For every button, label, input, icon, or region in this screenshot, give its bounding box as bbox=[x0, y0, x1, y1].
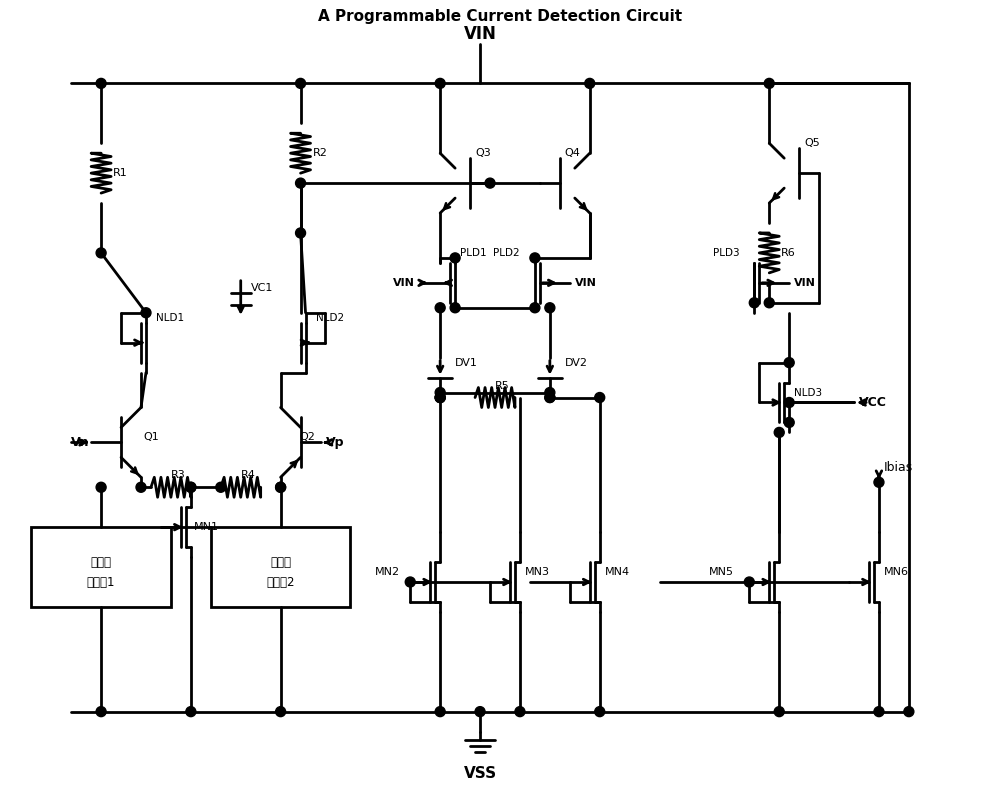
Circle shape bbox=[784, 357, 794, 368]
Text: NLD3: NLD3 bbox=[794, 387, 822, 398]
Circle shape bbox=[276, 482, 286, 492]
Circle shape bbox=[585, 78, 595, 89]
Text: R6: R6 bbox=[781, 248, 796, 258]
Text: MN3: MN3 bbox=[525, 567, 550, 577]
Circle shape bbox=[186, 482, 196, 492]
Circle shape bbox=[475, 707, 485, 716]
Text: MN2: MN2 bbox=[375, 567, 400, 577]
Text: VC1: VC1 bbox=[251, 283, 273, 293]
Text: VIN: VIN bbox=[575, 278, 597, 288]
Circle shape bbox=[216, 482, 226, 492]
Circle shape bbox=[774, 427, 784, 437]
FancyBboxPatch shape bbox=[211, 527, 350, 607]
Text: R5: R5 bbox=[495, 381, 510, 390]
Text: Q3: Q3 bbox=[475, 148, 491, 159]
Text: Q1: Q1 bbox=[143, 432, 159, 443]
Circle shape bbox=[784, 398, 794, 407]
Circle shape bbox=[435, 387, 445, 398]
Text: Q2: Q2 bbox=[300, 432, 316, 443]
Circle shape bbox=[595, 393, 605, 402]
Circle shape bbox=[435, 303, 445, 313]
Circle shape bbox=[774, 707, 784, 716]
Circle shape bbox=[96, 482, 106, 492]
Circle shape bbox=[186, 707, 196, 716]
Text: VIN: VIN bbox=[464, 24, 496, 43]
Circle shape bbox=[530, 303, 540, 313]
Text: A Programmable Current Detection Circuit: A Programmable Current Detection Circuit bbox=[318, 9, 682, 23]
Text: DV2: DV2 bbox=[565, 357, 588, 368]
Text: VCC: VCC bbox=[859, 396, 887, 409]
Circle shape bbox=[186, 482, 196, 492]
Circle shape bbox=[435, 707, 445, 716]
Text: MN4: MN4 bbox=[605, 567, 630, 577]
Circle shape bbox=[545, 387, 555, 398]
Text: PLD1: PLD1 bbox=[460, 248, 487, 258]
Circle shape bbox=[435, 78, 445, 89]
Text: NLD2: NLD2 bbox=[316, 312, 344, 323]
Text: Ibias: Ibias bbox=[884, 460, 913, 474]
Circle shape bbox=[276, 707, 286, 716]
Text: MN1: MN1 bbox=[194, 522, 219, 532]
Text: Vn: Vn bbox=[71, 436, 90, 449]
Circle shape bbox=[595, 707, 605, 716]
Circle shape bbox=[276, 482, 286, 492]
Circle shape bbox=[874, 477, 884, 487]
Circle shape bbox=[141, 308, 151, 318]
Text: 电流源1: 电流源1 bbox=[87, 576, 115, 588]
Text: 电流源2: 电流源2 bbox=[266, 576, 295, 588]
Circle shape bbox=[545, 393, 555, 402]
Circle shape bbox=[405, 577, 415, 587]
Circle shape bbox=[545, 393, 555, 402]
Circle shape bbox=[296, 228, 306, 238]
Circle shape bbox=[96, 78, 106, 89]
Circle shape bbox=[435, 393, 445, 402]
Circle shape bbox=[450, 303, 460, 313]
Text: PLD2: PLD2 bbox=[493, 248, 520, 258]
Circle shape bbox=[136, 482, 146, 492]
Circle shape bbox=[784, 418, 794, 427]
Text: VIN: VIN bbox=[794, 278, 816, 288]
Text: Q4: Q4 bbox=[565, 148, 581, 159]
Circle shape bbox=[904, 707, 914, 716]
Circle shape bbox=[764, 78, 774, 89]
Text: Vp: Vp bbox=[325, 436, 344, 449]
Circle shape bbox=[96, 248, 106, 258]
Text: PLD3: PLD3 bbox=[713, 248, 739, 258]
Circle shape bbox=[545, 303, 555, 313]
Text: 可编程: 可编程 bbox=[91, 555, 112, 568]
Circle shape bbox=[296, 78, 306, 89]
FancyBboxPatch shape bbox=[31, 527, 171, 607]
Text: R2: R2 bbox=[313, 148, 327, 159]
Circle shape bbox=[530, 253, 540, 263]
Text: NLD1: NLD1 bbox=[156, 312, 184, 323]
Text: 可编程: 可编程 bbox=[270, 555, 291, 568]
Text: R3: R3 bbox=[171, 470, 186, 481]
Circle shape bbox=[749, 298, 759, 308]
Circle shape bbox=[435, 393, 445, 402]
Circle shape bbox=[96, 707, 106, 716]
Text: Q5: Q5 bbox=[804, 138, 820, 148]
Circle shape bbox=[764, 298, 774, 308]
Text: MN6: MN6 bbox=[884, 567, 909, 577]
Text: R4: R4 bbox=[241, 470, 256, 481]
Circle shape bbox=[435, 393, 445, 402]
Text: DV1: DV1 bbox=[455, 357, 478, 368]
Text: MN5: MN5 bbox=[709, 567, 734, 577]
Circle shape bbox=[744, 577, 754, 587]
Text: VIN: VIN bbox=[393, 278, 415, 288]
Text: VSS: VSS bbox=[463, 766, 497, 782]
Circle shape bbox=[485, 178, 495, 188]
Circle shape bbox=[515, 707, 525, 716]
Circle shape bbox=[450, 253, 460, 263]
Circle shape bbox=[296, 178, 306, 188]
Circle shape bbox=[874, 707, 884, 716]
Text: R1: R1 bbox=[113, 168, 128, 178]
